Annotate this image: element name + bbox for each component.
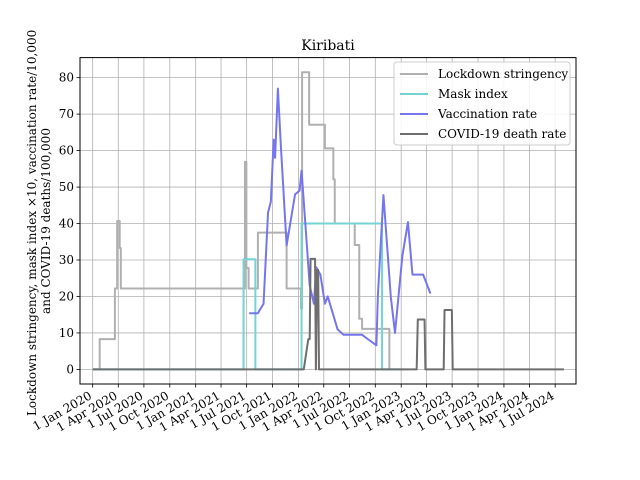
y-tick-label: 40	[59, 217, 74, 231]
y-tick-label: 70	[59, 107, 74, 121]
legend-frame	[393, 61, 571, 146]
y-axis-label-line-1: Lockdown stringency, mask index ×10, vac…	[25, 30, 39, 416]
series-line-lockdown-stringency	[92, 71, 391, 371]
legend-label-covid-19-death-rate: COVID-19 death rate	[438, 127, 566, 141]
series-layer	[92, 71, 564, 371]
y-tick-label: 20	[59, 289, 74, 303]
legend-label-vaccination-rate: Vaccination rate	[437, 107, 537, 121]
series-line-vaccination-rate	[249, 87, 432, 347]
y-tick-label: 0	[66, 362, 74, 376]
y-tick-label: 60	[59, 144, 74, 158]
chart-title: Kiribati	[301, 38, 355, 54]
legend-label-mask-index: Mask index	[438, 87, 508, 101]
y-tick-label: 30	[59, 253, 74, 267]
y-tick-label: 80	[59, 71, 74, 85]
y-axis-label-line-2: and COVID-19 deaths/100,000	[39, 128, 53, 314]
legend: Lockdown stringency Mask index Vaccination…	[393, 61, 571, 146]
y-tick-label: 10	[59, 326, 74, 340]
axes-frame	[79, 57, 577, 385]
legend-label-lockdown-stringency: Lockdown stringency	[438, 67, 568, 81]
y-tick-label: 50	[59, 180, 74, 194]
y-axis-label: Lockdown stringency, mask index ×10, vac…	[25, 26, 53, 416]
series-line-covid-19-death-rate	[92, 257, 564, 371]
